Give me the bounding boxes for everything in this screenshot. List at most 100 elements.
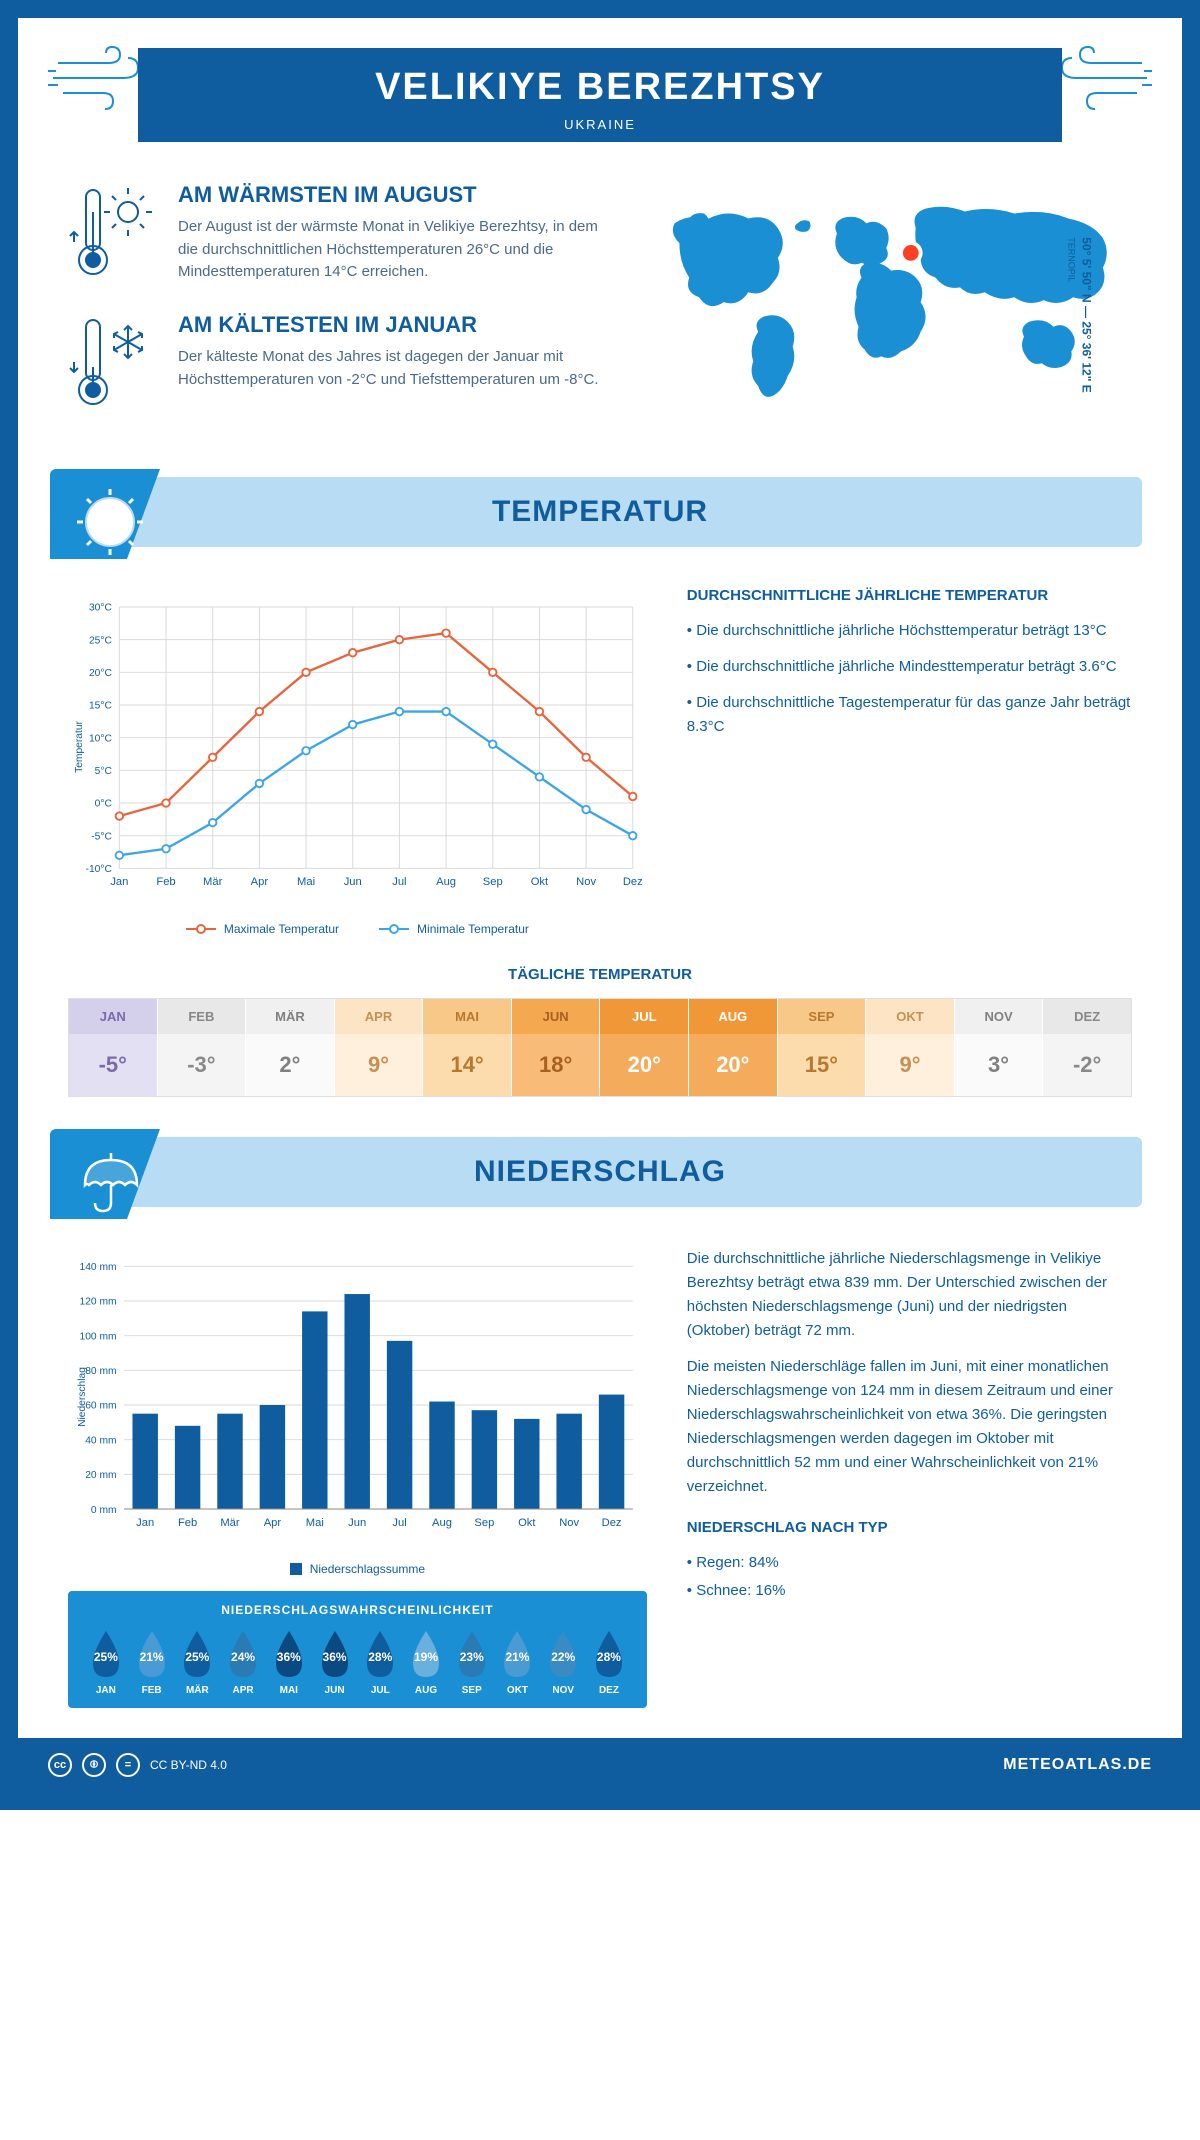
svg-text:Sep: Sep <box>483 876 503 888</box>
temperature-section-header: TEMPERATUR <box>58 477 1142 547</box>
coldest-text: AM KÄLTESTEN IM JANUAR Der kälteste Mona… <box>178 312 610 417</box>
temp-cell: JUN 18° <box>512 999 601 1096</box>
svg-text:Jul: Jul <box>392 1517 406 1529</box>
drop-cell: 22% NOV <box>540 1629 586 1696</box>
svg-text:-5°C: -5°C <box>91 831 112 842</box>
svg-text:Apr: Apr <box>251 876 269 888</box>
svg-text:Nov: Nov <box>559 1517 579 1529</box>
temp-cell: SEP 15° <box>778 999 867 1096</box>
svg-text:100 mm: 100 mm <box>80 1331 117 1342</box>
svg-text:Feb: Feb <box>178 1517 197 1529</box>
temperature-chart: -10°C-5°C0°C5°C10°C15°C20°C25°C30°CJanFe… <box>68 587 647 936</box>
temp-cell: MAI 14° <box>423 999 512 1096</box>
svg-text:Mai: Mai <box>306 1517 324 1529</box>
warmest-body: Der August ist der wärmste Monat in Veli… <box>178 216 610 284</box>
temp-cell: APR 9° <box>335 999 424 1096</box>
thermometer-hot-icon <box>68 182 158 287</box>
svg-text:Dez: Dez <box>623 876 643 888</box>
svg-text:Apr: Apr <box>264 1517 282 1529</box>
precip-drops: 25% JAN 21% FEB 25% MÄR 24% APR <box>83 1629 632 1696</box>
svg-text:15°C: 15°C <box>89 701 113 712</box>
precip-type-title: NIEDERSCHLAG NACH TYP <box>687 1519 1132 1536</box>
temperature-chart-area: -10°C-5°C0°C5°C10°C15°C20°C25°C30°CJanFe… <box>18 567 1182 966</box>
svg-text:25°C: 25°C <box>89 635 113 646</box>
temp-cell: DEZ -2° <box>1043 999 1131 1096</box>
precipitation-section-header: NIEDERSCHLAG <box>58 1137 1142 1207</box>
svg-text:Jun: Jun <box>344 876 362 888</box>
thermometer-cold-icon <box>68 312 158 417</box>
coords-label: 50° 5' 50" N — 25° 36' 12" ETERNOPIL <box>1065 237 1093 392</box>
svg-text:140 mm: 140 mm <box>80 1262 117 1273</box>
coldest-block: AM KÄLTESTEN IM JANUAR Der kälteste Mona… <box>68 312 610 417</box>
svg-text:120 mm: 120 mm <box>80 1297 117 1308</box>
drop-cell: 21% FEB <box>129 1629 175 1696</box>
svg-text:5°C: 5°C <box>95 766 113 777</box>
svg-text:40 mm: 40 mm <box>85 1435 116 1446</box>
precipitation-title: NIEDERSCHLAG <box>58 1155 1142 1189</box>
svg-text:60 mm: 60 mm <box>85 1401 116 1412</box>
svg-text:30°C: 30°C <box>89 603 113 614</box>
svg-text:-10°C: -10°C <box>86 864 113 875</box>
warmest-title: AM WÄRMSTEN IM AUGUST <box>178 182 610 208</box>
svg-text:80 mm: 80 mm <box>85 1366 116 1377</box>
svg-text:Niederschlag: Niederschlag <box>77 1367 88 1427</box>
nd-icon: = <box>116 1753 140 1777</box>
umbrella-icon <box>73 1145 148 1225</box>
info-section: AM WÄRMSTEN IM AUGUST Der August ist der… <box>18 152 1182 467</box>
svg-text:Jun: Jun <box>348 1517 366 1529</box>
coldest-body: Der kälteste Monat des Jahres ist dagege… <box>178 346 610 391</box>
svg-text:Mär: Mär <box>220 1517 240 1529</box>
svg-text:Dez: Dez <box>602 1517 622 1529</box>
precip-probability: NIEDERSCHLAGSWAHRSCHEINLICHKEIT 25% JAN … <box>68 1591 647 1708</box>
country-label: UKRAINE <box>138 117 1062 132</box>
svg-text:Sep: Sep <box>474 1517 494 1529</box>
precipitation-chart-area: 0 mm 20 mm 40 mm 60 mm 80 mm 100 mm 120 mm 140 … <box>18 1227 1182 1738</box>
daily-temp-section: TÄGLICHE TEMPERATUR JAN -5° FEB -3° MÄR … <box>18 966 1182 1127</box>
drop-cell: 24% APR <box>220 1629 266 1696</box>
temperature-title: TEMPERATUR <box>58 495 1142 529</box>
svg-text:20 mm: 20 mm <box>85 1470 116 1481</box>
drop-cell: 21% OKT <box>495 1629 541 1696</box>
svg-text:Jan: Jan <box>110 876 128 888</box>
coldest-title: AM KÄLTESTEN IM JANUAR <box>178 312 610 338</box>
svg-text:Jul: Jul <box>392 876 406 888</box>
svg-text:Feb: Feb <box>156 876 175 888</box>
svg-text:Okt: Okt <box>531 876 549 888</box>
svg-text:Aug: Aug <box>436 876 456 888</box>
svg-text:Aug: Aug <box>432 1517 452 1529</box>
drop-cell: 25% JAN <box>83 1629 129 1696</box>
footer-site: METEOATLAS.DE <box>1003 1756 1152 1774</box>
svg-text:Mär: Mär <box>203 876 223 888</box>
title-banner: VELIKIYE BEREZHTSY UKRAINE <box>138 48 1062 142</box>
footer-license: cc 🅯 = CC BY-ND 4.0 <box>48 1753 227 1777</box>
daily-temp-grid: JAN -5° FEB -3° MÄR 2° APR 9° MAI 14° JU… <box>68 998 1132 1097</box>
svg-text:Mai: Mai <box>297 876 315 888</box>
page: VELIKIYE BEREZHTSY UKRAINE AM WÄRMSTEN I… <box>0 0 1200 1810</box>
map-region: 50° 5' 50" N — 25° 36' 12" ETERNOPIL <box>640 182 1132 447</box>
precipitation-chart: 0 mm 20 mm 40 mm 60 mm 80 mm 100 mm 120 mm 140 … <box>68 1247 647 1708</box>
temp-cell: NOV 3° <box>955 999 1044 1096</box>
sun-icon <box>73 485 148 565</box>
info-left: AM WÄRMSTEN IM AUGUST Der August ist der… <box>68 182 610 447</box>
warmest-block: AM WÄRMSTEN IM AUGUST Der August ist der… <box>68 182 610 287</box>
warmest-text: AM WÄRMSTEN IM AUGUST Der August ist der… <box>178 182 610 287</box>
temp-cell: FEB -3° <box>158 999 247 1096</box>
temp-info-title: DURCHSCHNITTLICHE JÄHRLICHE TEMPERATUR <box>687 587 1132 604</box>
svg-text:Jan: Jan <box>136 1517 154 1529</box>
temp-cell: JAN -5° <box>69 999 158 1096</box>
temp-cell: OKT 9° <box>866 999 955 1096</box>
temp-cell: AUG 20° <box>689 999 778 1096</box>
drop-cell: 28% JUL <box>357 1629 403 1696</box>
cc-icon: cc <box>48 1753 72 1777</box>
by-icon: 🅯 <box>82 1753 106 1777</box>
world-map-icon <box>640 182 1132 442</box>
precip-prob-title: NIEDERSCHLAGSWAHRSCHEINLICHKEIT <box>83 1603 632 1617</box>
svg-text:20°C: 20°C <box>89 668 113 679</box>
svg-text:10°C: 10°C <box>89 733 113 744</box>
daily-temp-title: TÄGLICHE TEMPERATUR <box>68 966 1132 983</box>
svg-text:Temperatur: Temperatur <box>74 720 85 772</box>
drop-cell: 28% DEZ <box>586 1629 632 1696</box>
page-title: VELIKIYE BEREZHTSY <box>138 66 1062 109</box>
svg-text:0 mm: 0 mm <box>91 1505 117 1516</box>
drop-cell: 19% AUG <box>403 1629 449 1696</box>
